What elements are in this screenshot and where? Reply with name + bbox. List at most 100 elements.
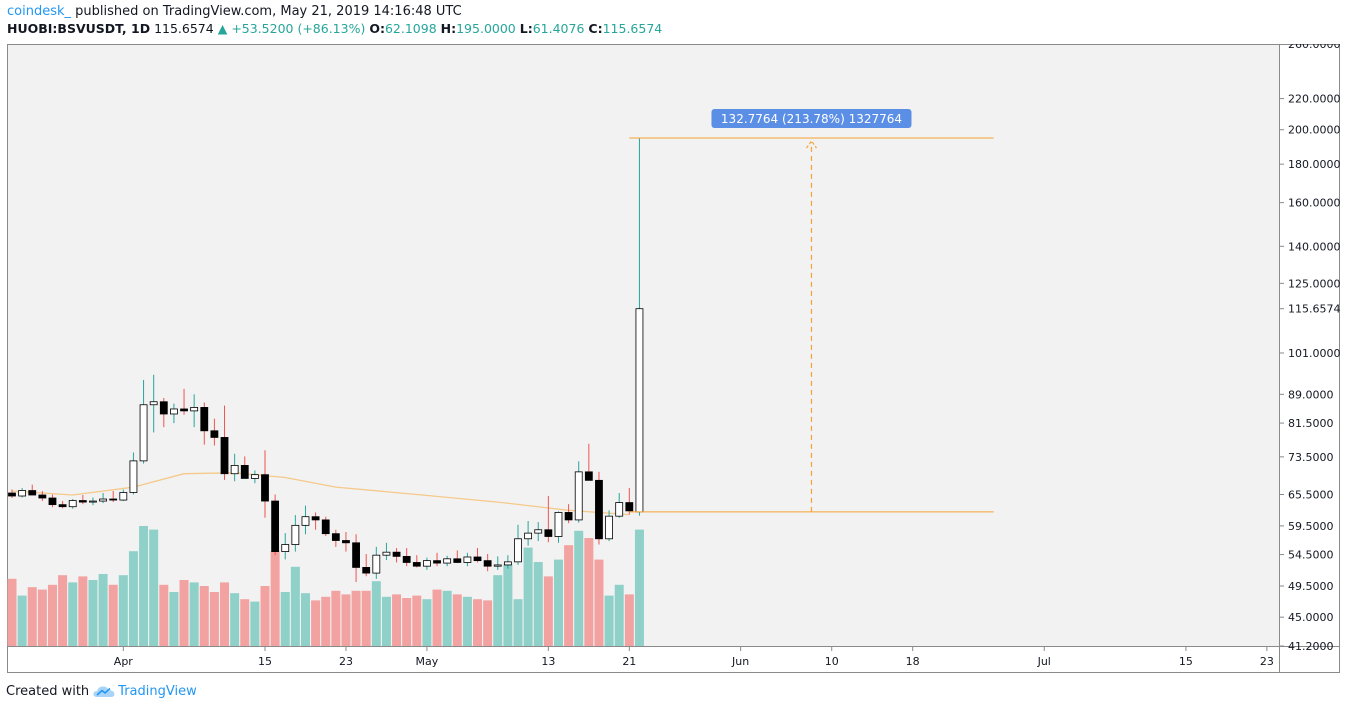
candle-body [149, 401, 158, 406]
volume-bar [392, 594, 402, 646]
volume-bar [17, 595, 27, 646]
y-tick-label: 180.0000 [1288, 158, 1340, 171]
x-tick-label: May [416, 655, 439, 668]
candle-body [372, 554, 381, 574]
x-tick-label: Jul [1037, 655, 1051, 668]
candle-body [190, 407, 199, 412]
volume-bar [240, 599, 250, 646]
volume-bar [280, 592, 290, 646]
candle-body [362, 567, 371, 574]
volume-bar [604, 595, 614, 646]
price-chart[interactable]: 260.0000 220.0000 200.0000 180.0000 160.0000… [7, 38, 1341, 673]
candle-body [493, 564, 502, 567]
volume-bar [361, 590, 371, 646]
volume-bar [47, 584, 57, 646]
candle-body [564, 512, 573, 521]
candle-body [78, 500, 87, 503]
y-tick-label: 49.5000 [1288, 580, 1334, 593]
candle-body [250, 474, 259, 479]
candle-body [220, 437, 229, 475]
moving-average-line [11, 472, 630, 516]
candle-body [119, 492, 128, 501]
volume-bar [58, 575, 68, 646]
volume-bar [37, 589, 47, 646]
volume-bar [564, 545, 574, 646]
volume-bar [634, 529, 644, 646]
candle-body [58, 504, 67, 508]
y-tick-label: 89.0000 [1288, 388, 1334, 401]
x-tick-label: 23 [339, 655, 353, 668]
volume-bar [68, 582, 78, 646]
candle-body [625, 502, 634, 512]
volume-bar [381, 596, 391, 646]
candle-body [281, 544, 290, 552]
x-tick-label: 21 [622, 655, 636, 668]
candle-body [534, 529, 543, 534]
candle-body [271, 500, 280, 552]
candle-body [352, 542, 360, 568]
candle-body [402, 555, 411, 563]
y-tick-label: 101.0000 [1288, 347, 1340, 360]
candle-body [139, 404, 148, 462]
candle-body [605, 515, 613, 540]
tradingview-link[interactable]: TradingView [118, 684, 197, 699]
volume-bar [159, 584, 169, 646]
volume-bar [179, 580, 189, 646]
candle-body [89, 500, 97, 503]
volume-bar [230, 593, 240, 646]
volume-bar [78, 576, 88, 646]
chart-area[interactable]: 260.0000 220.0000 200.0000 180.0000 160.0000… [7, 38, 1341, 673]
open-label: O: [369, 21, 385, 36]
volume-bar [594, 559, 604, 646]
volume-bar [432, 589, 442, 646]
volume-bar [311, 600, 321, 646]
candle-body [382, 551, 391, 556]
volume-bar [493, 575, 503, 646]
candle-body [635, 308, 644, 513]
symbol-label: HUOBI:BSVUSDT, 1D [7, 21, 151, 36]
open-value: 62.1098 [384, 21, 437, 36]
candle-body [524, 532, 533, 540]
volume-bar [371, 581, 381, 646]
published-text: published on TradingView.com, May 21, 20… [75, 4, 462, 19]
last-price-bg [1280, 300, 1339, 317]
volume-bar [220, 582, 230, 646]
change-value: +53.5200 (+86.13%) [231, 21, 366, 36]
candle-body [412, 562, 421, 567]
measure-label: 132.7764 (213.78%) 1327764 [721, 112, 902, 126]
candle-body [170, 408, 178, 415]
volume-bar [290, 566, 300, 646]
y-tick-label: 73.5000 [1288, 451, 1334, 464]
volume-bar [553, 559, 563, 646]
volume-bar [300, 593, 310, 646]
candle-body [261, 474, 269, 502]
volume-bar [139, 526, 149, 646]
author-link[interactable]: coindesk_ [7, 4, 72, 19]
volume-bar [331, 590, 341, 646]
volume-bar [128, 551, 138, 646]
volume-bar [7, 578, 17, 646]
x-tick-label: 10 [825, 655, 839, 668]
volume-bar [412, 595, 422, 646]
volume-bar [442, 590, 452, 646]
x-tick-label: Jun [731, 655, 749, 668]
volume-bar [624, 594, 634, 646]
y-tick-label: 81.5000 [1288, 417, 1334, 430]
candle-body [595, 479, 603, 540]
y-tick-label: 140.0000 [1288, 240, 1340, 253]
volume-bar [503, 564, 513, 646]
high-label: H: [440, 21, 457, 36]
candle-body [311, 516, 320, 521]
candle-body [38, 494, 47, 499]
footer: Created with TradingView [6, 684, 197, 699]
volume-bar [260, 586, 270, 646]
candle-body [615, 502, 624, 517]
candle-body [463, 556, 472, 563]
volume-bar [88, 580, 98, 646]
candle-body [180, 408, 188, 412]
candle-body [200, 407, 209, 432]
candle-body [544, 529, 553, 537]
volume-bar [321, 596, 331, 646]
measure-label-box [711, 109, 912, 129]
y-tick-label: 45.0000 [1288, 611, 1334, 624]
